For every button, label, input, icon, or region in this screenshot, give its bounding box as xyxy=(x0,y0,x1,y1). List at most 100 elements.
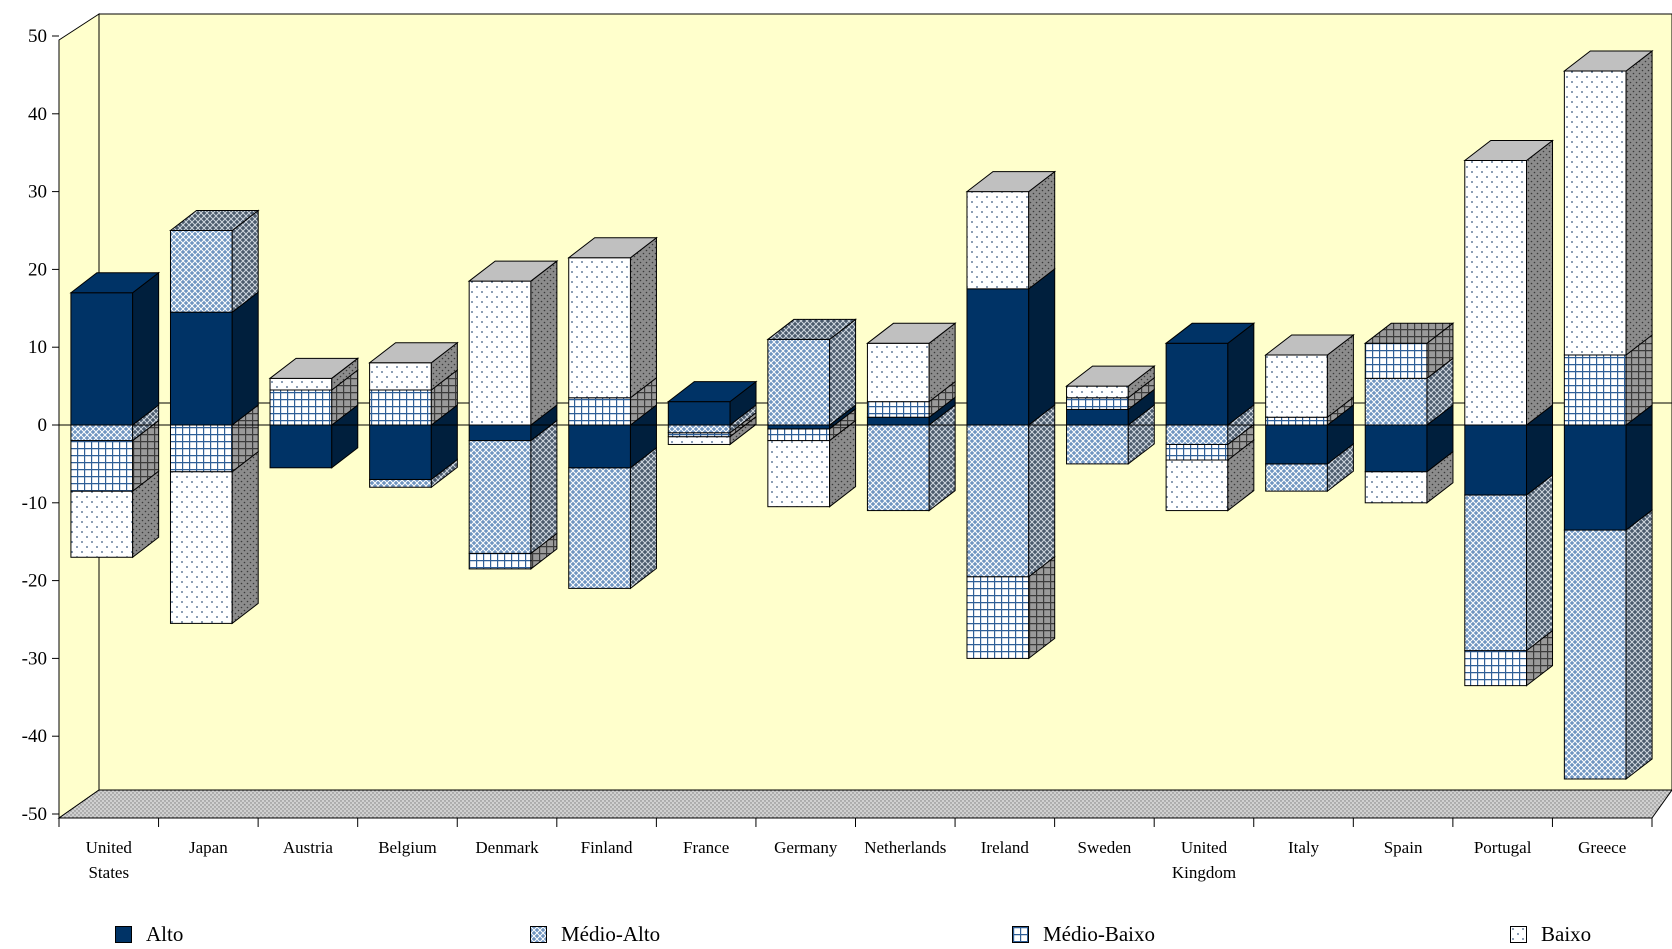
bar-top-cap xyxy=(766,318,858,340)
bar-group xyxy=(268,357,360,469)
bar-segment-front xyxy=(369,424,432,480)
bar-segment-front xyxy=(767,428,831,442)
bar-segment-side xyxy=(1625,509,1653,781)
legend: Alto Médio-Alto Médio-Baixo Baixo xyxy=(0,922,1672,948)
bar-segment-front xyxy=(866,401,930,418)
bar-top-cap xyxy=(965,171,1057,193)
x-tick-label: Italy xyxy=(1288,838,1320,857)
bar-segment-side xyxy=(530,260,558,427)
bar-segment-front xyxy=(1165,459,1229,512)
bar-segment-side xyxy=(1028,267,1056,427)
x-tick-label: Belgium xyxy=(378,838,437,857)
y-tick-label: 50 xyxy=(28,26,47,47)
x-tick-label: Portugal xyxy=(1474,838,1532,857)
legend-swatch-alto xyxy=(115,926,132,943)
legend-label-baixo: Baixo xyxy=(1541,922,1592,946)
bar-segment-side xyxy=(231,291,259,427)
bar-top-cap xyxy=(1562,50,1654,72)
bar-segment-front xyxy=(369,478,432,488)
bar-segment-front xyxy=(667,436,731,445)
bar-top-cap xyxy=(1363,322,1455,344)
bar-segment-front xyxy=(468,280,532,426)
bar-segment-front xyxy=(269,389,333,426)
bar-segment-front xyxy=(866,424,930,512)
bar-segment-side xyxy=(1526,474,1554,652)
y-tick-label: -10 xyxy=(22,493,47,514)
y-tick-label: -50 xyxy=(22,804,47,825)
bar-segment-front xyxy=(568,467,631,589)
bar-top-cap xyxy=(1065,365,1156,387)
x-tick-label: Finland xyxy=(581,838,633,857)
bar-segment-front xyxy=(269,377,333,391)
bar-segment-side xyxy=(231,450,259,625)
bar-group xyxy=(567,236,658,590)
bar-segment-front xyxy=(767,440,831,508)
x-tick-label: States xyxy=(88,863,129,882)
bar-segment-front xyxy=(70,424,134,442)
bar-segment-front xyxy=(966,191,1030,290)
bar-segment-front xyxy=(1265,354,1328,418)
bar-segment-front xyxy=(667,401,731,426)
bar-segment-front xyxy=(866,342,930,403)
bar-segment-front xyxy=(468,552,532,570)
bar-segment-front xyxy=(1066,408,1129,426)
bar-segment-front xyxy=(966,288,1030,426)
bar-segment-front xyxy=(1563,529,1627,780)
bar-group xyxy=(69,271,161,559)
legend-swatch-medio-alto xyxy=(530,926,547,943)
bar-segment-side xyxy=(629,446,657,590)
bar-segment-front xyxy=(269,424,333,469)
legend-label-medio-alto: Médio-Alto xyxy=(561,922,661,946)
legend-label-medio-baixo: Médio-Baixo xyxy=(1043,922,1155,946)
bar-segment-front xyxy=(1563,70,1627,356)
bar-group xyxy=(1363,322,1455,504)
bar-segment-front xyxy=(1165,424,1229,445)
bar-top-cap xyxy=(268,357,360,379)
bar-segment-front xyxy=(667,424,731,434)
bar-group xyxy=(1463,139,1554,687)
bar-segment-front xyxy=(1165,342,1229,426)
bar-group xyxy=(169,209,260,625)
bar-segment-side xyxy=(629,236,657,399)
bar-segment-side xyxy=(1625,403,1653,532)
floor xyxy=(57,789,1672,819)
legend-item-medio-baixo: Médio-Baixo xyxy=(1012,922,1155,947)
bar-segment-front xyxy=(1563,354,1627,426)
bar-segment-side xyxy=(1526,139,1554,427)
x-tick-label: Spain xyxy=(1384,838,1423,857)
bar-group xyxy=(766,318,858,508)
bar-segment-front xyxy=(1066,385,1129,399)
bar-segment-side xyxy=(530,419,558,555)
bar-segment-front xyxy=(169,424,233,473)
x-tick-label: United xyxy=(1181,838,1228,857)
bar-segment-front xyxy=(1066,424,1129,465)
bar-top-cap xyxy=(368,342,459,364)
bar-segment-front xyxy=(568,397,631,426)
bar-segment-side xyxy=(132,271,160,427)
legend-item-baixo: Baixo xyxy=(1510,922,1591,947)
bar-segment-front xyxy=(1364,377,1428,426)
x-tick-label: Netherlands xyxy=(864,838,946,857)
bar-segment-front xyxy=(70,490,134,558)
y-tick-label: -30 xyxy=(22,648,47,669)
legend-swatch-medio-baixo xyxy=(1012,926,1029,943)
bar-segment-front xyxy=(1165,443,1229,461)
bar-group xyxy=(1264,333,1355,493)
bar-segment-front xyxy=(70,292,134,426)
bar-segment-front xyxy=(70,440,134,492)
bar-segment-front xyxy=(1464,650,1528,687)
bar-segment-side xyxy=(1625,49,1653,356)
bar-segment-front xyxy=(568,257,631,399)
bar-segment-front xyxy=(1066,397,1129,410)
bar-segment-front xyxy=(1464,424,1528,496)
x-tick-label: France xyxy=(683,838,729,857)
axes-layer: United States Japan Austria Belgium Denmark Fi… xyxy=(22,26,1653,882)
bar-segment-front xyxy=(966,424,1030,578)
x-tick-label: Japan xyxy=(189,838,228,857)
bar-segment-front xyxy=(1364,471,1428,504)
bar-segment-front xyxy=(1265,424,1328,465)
x-tick-label: Austria xyxy=(283,838,334,857)
bar-segment-front xyxy=(1265,463,1328,492)
bar-top-cap xyxy=(1463,139,1554,161)
y-tick-label: 30 xyxy=(28,182,47,203)
